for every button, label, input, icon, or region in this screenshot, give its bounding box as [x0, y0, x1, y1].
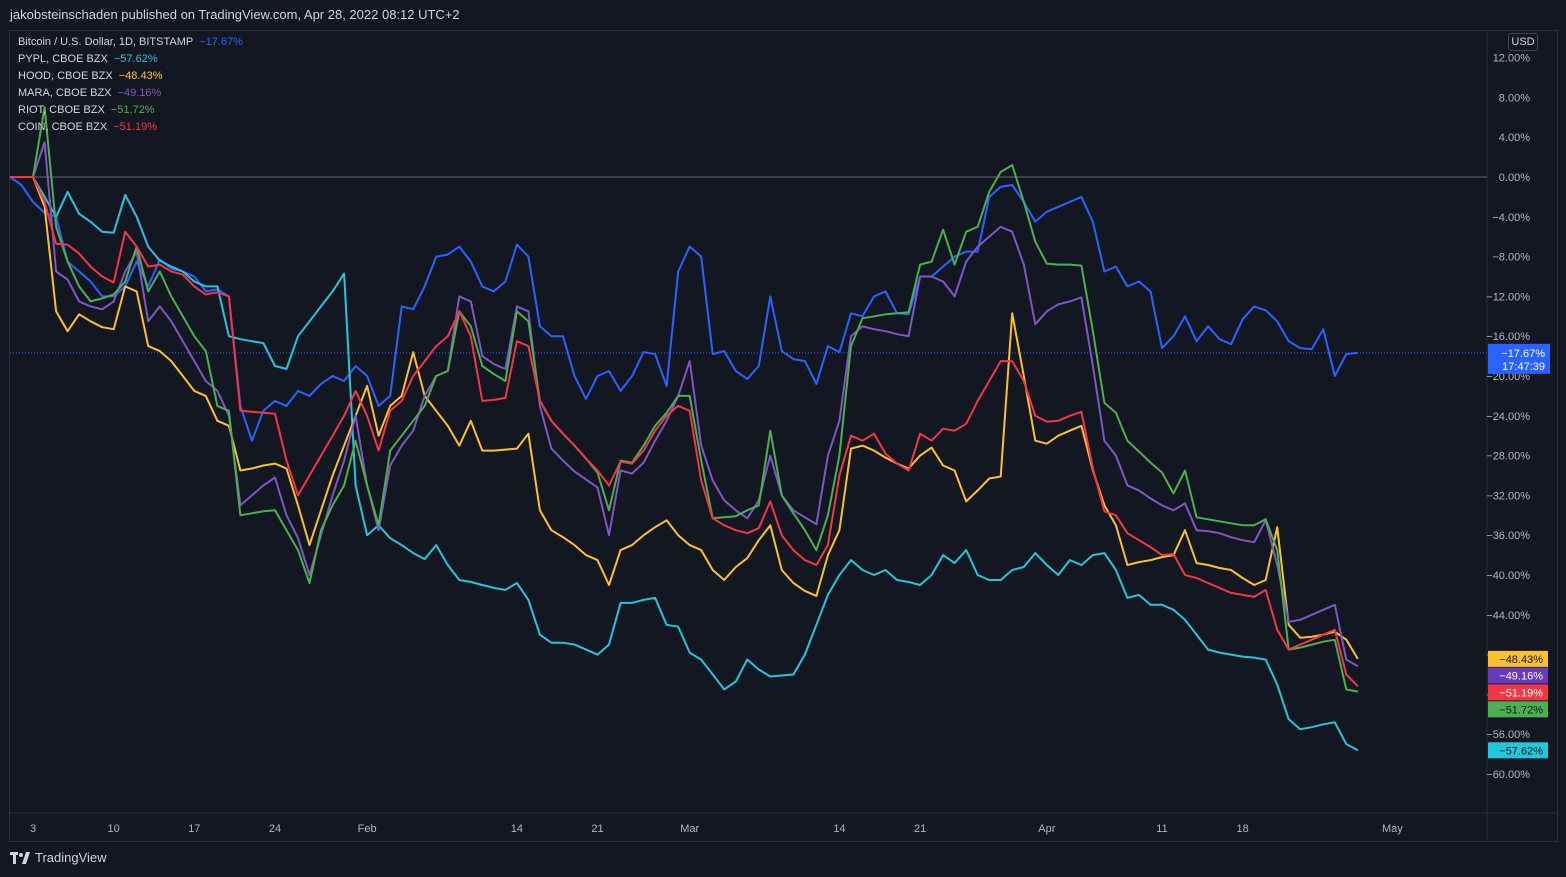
- legend-label: Bitcoin / U.S. Dollar, 1D, BITSTAMP: [18, 36, 194, 48]
- y-tick-label: 8.00%: [1499, 92, 1530, 104]
- y-tick-label: −28.00%: [1486, 451, 1530, 463]
- last-value-badge-coin: [1488, 684, 1548, 701]
- publisher-bar: jakobsteinschaden published on TradingVi…: [0, 0, 1566, 30]
- last-value-text-pypl: −57.62%: [1499, 745, 1543, 757]
- y-tick-label: −44.00%: [1486, 610, 1530, 622]
- x-tick-label: 10: [108, 823, 120, 835]
- legend-item[interactable]: RIOT, CBOE BZX −51.72%: [18, 102, 243, 119]
- publisher-text: jakobsteinschaden published on TradingVi…: [10, 7, 460, 22]
- tradingview-brand[interactable]: TradingView: [10, 850, 107, 865]
- legend-item[interactable]: Bitcoin / U.S. Dollar, 1D, BITSTAMP −17.6…: [18, 34, 243, 51]
- y-tick-label: −16.00%: [1486, 331, 1530, 343]
- btc-price-badge: [1488, 343, 1550, 374]
- btc-countdown: 17:47:39: [1502, 361, 1545, 373]
- tradingview-logo-icon: [10, 851, 30, 864]
- y-tick-label: 12.00%: [1493, 53, 1531, 65]
- brand-text: TradingView: [35, 850, 107, 865]
- legend-value: −17.67%: [199, 36, 243, 48]
- x-tick-label: Feb: [358, 823, 377, 835]
- x-tick-label: Apr: [1038, 823, 1055, 835]
- y-tick-label: 0.00%: [1499, 172, 1530, 184]
- y-tick-label: −12.00%: [1486, 291, 1530, 303]
- x-tick-label: 11: [1156, 823, 1167, 835]
- footer-bar: TradingView: [0, 842, 1566, 877]
- chart-frame: [9, 30, 1558, 842]
- x-tick-label: 24: [269, 823, 281, 835]
- currency-badge[interactable]: USD: [1508, 33, 1538, 51]
- y-tick-label: −32.00%: [1486, 490, 1530, 502]
- y-tick-label: −20.00%: [1486, 371, 1530, 383]
- y-tick-label: −24.00%: [1486, 411, 1530, 423]
- legend: Bitcoin / U.S. Dollar, 1D, BITSTAMP −17.6…: [18, 34, 243, 136]
- series-line-hood: [10, 176, 1359, 660]
- last-value-badge-pypl: [1488, 742, 1548, 759]
- legend-value: −51.72%: [110, 104, 155, 116]
- y-tick-label: −60.00%: [1486, 769, 1530, 781]
- legend-label: HOOD, CBOE BZX: [18, 70, 113, 82]
- x-tick-label: 3: [30, 823, 36, 835]
- x-tick-label: 21: [914, 823, 926, 835]
- x-tick-label: May: [1382, 823, 1403, 835]
- y-tick-label: −36.00%: [1486, 530, 1530, 542]
- last-value-badge-mara: [1488, 667, 1548, 684]
- legend-value: −57.62%: [113, 53, 158, 65]
- x-tick-label: 14: [511, 823, 523, 835]
- y-tick-label: 4.00%: [1499, 132, 1530, 144]
- x-tick-label: 18: [1237, 823, 1249, 835]
- legend-label: COIN, CBOE BZX: [18, 121, 108, 133]
- series-line-pypl: [10, 176, 1359, 752]
- series-line-coin: [10, 176, 1359, 687]
- legend-label: MARA, CBOE BZX: [18, 87, 112, 99]
- y-tick-label: −56.00%: [1486, 729, 1530, 741]
- legend-item[interactable]: COIN, CBOE BZX −51.19%: [18, 119, 243, 136]
- x-tick-label: 21: [591, 823, 603, 835]
- legend-value: −49.16%: [117, 87, 162, 99]
- last-value-text-mara: −49.16%: [1499, 670, 1543, 682]
- last-value-text-hood: −48.43%: [1499, 654, 1543, 666]
- last-value-text-riot: −51.72%: [1499, 704, 1543, 716]
- x-tick-label: Mar: [680, 823, 699, 835]
- last-value-badge-riot: [1488, 701, 1548, 718]
- y-tick-label: −8.00%: [1492, 252, 1530, 264]
- legend-label: PYPL, CBOE BZX: [18, 53, 108, 65]
- legend-item[interactable]: PYPL, CBOE BZX −57.62%: [18, 51, 243, 68]
- series-line-mara: [10, 141, 1359, 667]
- y-tick-label: −4.00%: [1492, 212, 1530, 224]
- legend-value: −48.43%: [118, 70, 163, 82]
- y-tick-label: −40.00%: [1486, 570, 1530, 582]
- legend-item[interactable]: MARA, CBOE BZX −49.16%: [18, 85, 243, 102]
- last-value-text-coin: −51.19%: [1499, 687, 1543, 699]
- legend-label: RIOT, CBOE BZX: [18, 104, 105, 116]
- x-tick-label: 14: [833, 823, 845, 835]
- legend-value: −51.19%: [113, 121, 157, 133]
- x-tick-label: 17: [188, 823, 200, 835]
- legend-item[interactable]: HOOD, CBOE BZX −48.43%: [18, 68, 243, 85]
- last-value-badge-hood: [1488, 650, 1548, 667]
- btc-price-value: −17.67%: [1501, 348, 1545, 360]
- series-line-riot: [10, 106, 1358, 693]
- series-line-btc: [9, 176, 1358, 442]
